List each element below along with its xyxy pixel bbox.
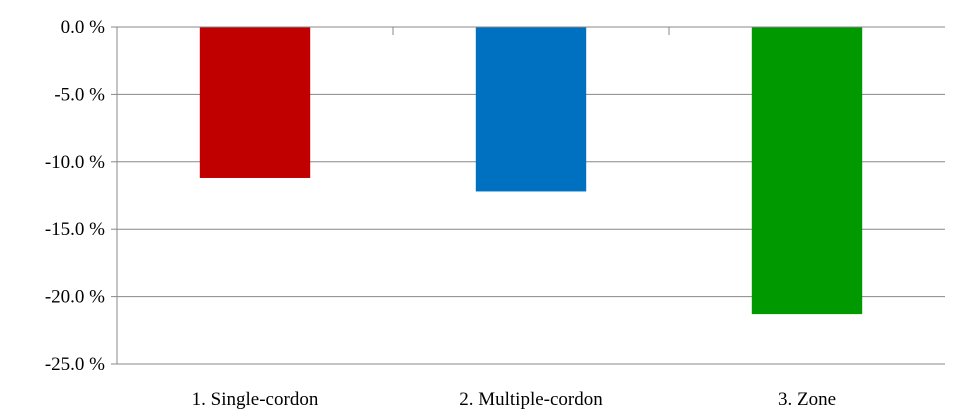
axes: [111, 26, 945, 365]
bar-1: [199, 27, 311, 178]
bar-2: [475, 27, 587, 192]
y-tick-label: -10.0 %: [45, 152, 105, 173]
x-category-label: 1. Single-cordon: [192, 389, 319, 410]
x-category-label: 2. Multiple-cordon: [459, 389, 603, 410]
y-tick-label: -5.0 %: [54, 84, 105, 105]
y-tick-label: -20.0 %: [45, 287, 105, 308]
y-tick-label: 0.0 %: [61, 17, 106, 38]
y-tick-label: -25.0 %: [45, 354, 105, 375]
x-category-label: 3. Zone: [778, 389, 836, 410]
bar-3: [751, 27, 863, 315]
y-tick-label: -15.0 %: [45, 219, 105, 240]
labels: 0.0 % -5.0 % -10.0 % -15.0 % -20.0 % -25.0 % 1…: [45, 17, 836, 410]
bars: [199, 27, 863, 315]
